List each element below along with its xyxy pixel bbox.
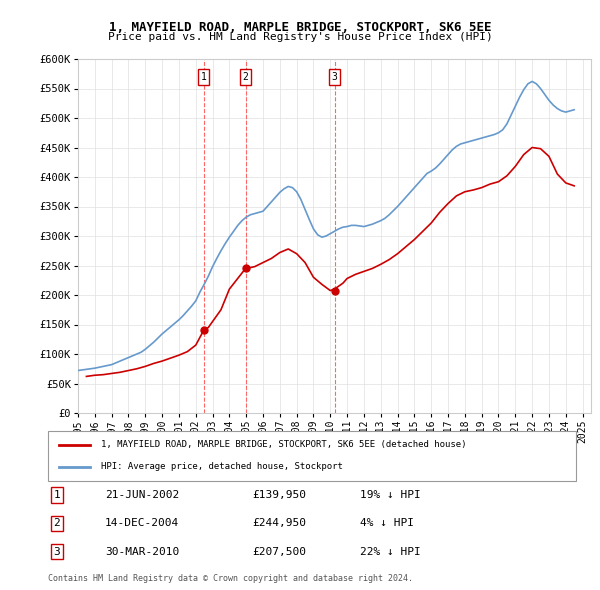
Text: £207,500: £207,500 — [252, 547, 306, 556]
Text: 1: 1 — [53, 490, 61, 500]
Text: 2: 2 — [53, 519, 61, 528]
Text: 22% ↓ HPI: 22% ↓ HPI — [360, 547, 421, 556]
FancyBboxPatch shape — [48, 431, 576, 481]
Text: 14-DEC-2004: 14-DEC-2004 — [105, 519, 179, 528]
Text: 3: 3 — [332, 72, 337, 81]
Text: 1, MAYFIELD ROAD, MARPLE BRIDGE, STOCKPORT, SK6 5EE (detached house): 1, MAYFIELD ROAD, MARPLE BRIDGE, STOCKPO… — [101, 440, 466, 449]
Text: 3: 3 — [53, 547, 61, 556]
Text: 2: 2 — [242, 72, 248, 81]
Text: 21-JUN-2002: 21-JUN-2002 — [105, 490, 179, 500]
Text: Price paid vs. HM Land Registry's House Price Index (HPI): Price paid vs. HM Land Registry's House … — [107, 32, 493, 42]
Text: HPI: Average price, detached house, Stockport: HPI: Average price, detached house, Stoc… — [101, 463, 343, 471]
Text: 30-MAR-2010: 30-MAR-2010 — [105, 547, 179, 556]
Text: £139,950: £139,950 — [252, 490, 306, 500]
Text: £244,950: £244,950 — [252, 519, 306, 528]
Text: Contains HM Land Registry data © Crown copyright and database right 2024.: Contains HM Land Registry data © Crown c… — [48, 574, 413, 584]
Text: 4% ↓ HPI: 4% ↓ HPI — [360, 519, 414, 528]
Text: 19% ↓ HPI: 19% ↓ HPI — [360, 490, 421, 500]
Text: 1, MAYFIELD ROAD, MARPLE BRIDGE, STOCKPORT, SK6 5EE: 1, MAYFIELD ROAD, MARPLE BRIDGE, STOCKPO… — [109, 21, 491, 34]
Text: 1: 1 — [201, 72, 206, 81]
